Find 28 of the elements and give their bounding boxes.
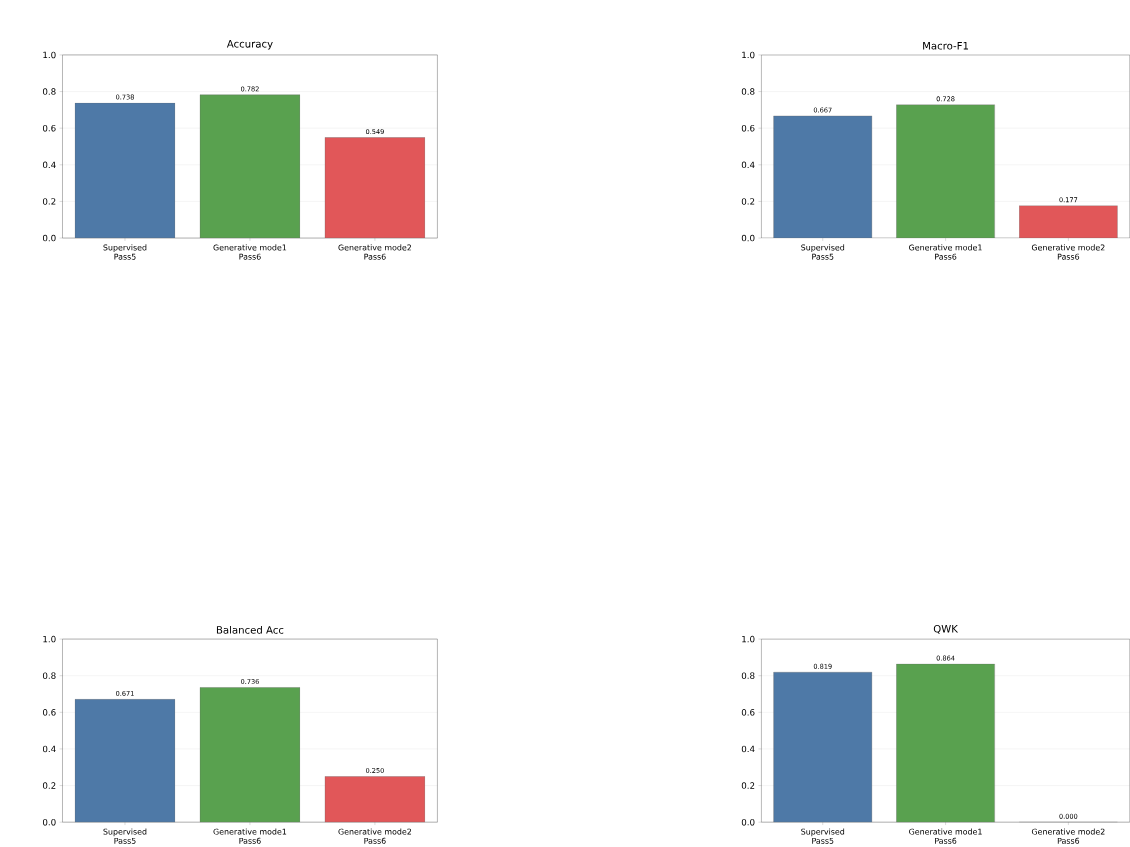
y-tick-label: 0.0 (741, 234, 755, 242)
y-tick-label: 0.8 (42, 672, 56, 679)
y-tick-label: 0.8 (741, 672, 755, 679)
y-tick-label: 0.4 (42, 161, 56, 169)
chart-title: Accuracy (226, 40, 273, 50)
chart-title: QWK (933, 624, 959, 634)
y-tick-label: 0.2 (42, 198, 56, 205)
y-tick-label: 0.4 (42, 745, 56, 753)
y-tick-label: 0.6 (42, 124, 56, 132)
y-tick-label: 1.0 (43, 635, 56, 643)
y-tick-label: 0.4 (741, 745, 755, 753)
chart-title: Macro-F1 (923, 42, 969, 50)
y-tick-label: 0.8 (741, 88, 755, 95)
y-tick-label: 0.2 (741, 198, 755, 205)
y-tick-label: 0.8 (42, 88, 56, 95)
y-tick-label: 1.0 (43, 51, 56, 59)
y-tick-label: 0.0 (741, 818, 755, 826)
y-tick-label: 0.6 (741, 124, 755, 132)
y-tick-label: 0.6 (42, 709, 56, 716)
y-tick-label: 0.0 (42, 818, 56, 826)
y-tick-label: 1.0 (742, 635, 755, 643)
y-tick-label: 0.2 (741, 782, 755, 789)
y-tick-label: 0.0 (42, 234, 56, 242)
y-tick-label: 1.0 (742, 51, 755, 59)
y-tick-label: 0.6 (741, 709, 755, 716)
y-tick-label: 0.4 (741, 161, 755, 169)
chart-title: Balanced Acc (216, 625, 284, 634)
y-tick-label: 0.2 (42, 782, 56, 789)
